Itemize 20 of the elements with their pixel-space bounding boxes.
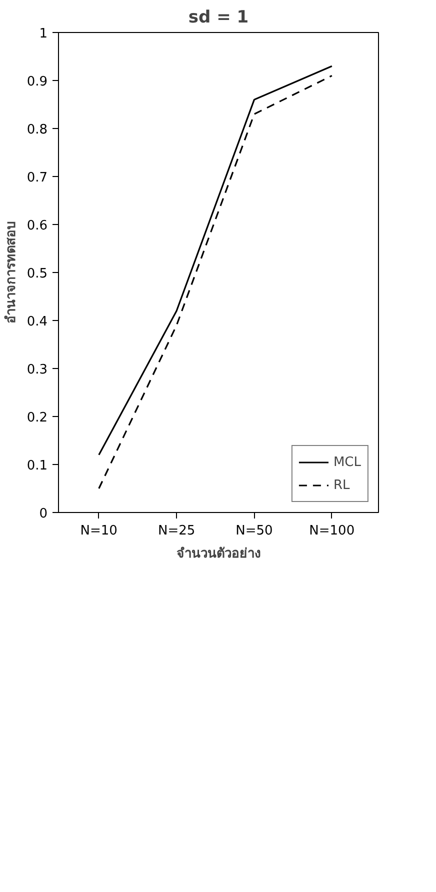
y-tick-label: 0	[39, 506, 48, 522]
x-tick-label: N=25	[158, 524, 196, 538]
chart-title: sd = 1	[188, 8, 249, 28]
y-tick-label: 0.9	[26, 74, 48, 90]
y-tick-label: 0.4	[26, 314, 48, 330]
y-tick-label: 0.1	[26, 458, 48, 474]
x-axis-title: จำนวนตัวอย่าง	[176, 546, 260, 562]
legend-label: RL	[333, 478, 351, 492]
y-tick-label: 0.8	[26, 122, 48, 138]
y-tick-label: 0.6	[26, 218, 48, 234]
y-tick-label: 0.3	[26, 362, 48, 378]
y-tick-label: 0.5	[26, 266, 48, 282]
legend-label: MCL	[333, 454, 361, 470]
y-axis-title: อำนาจการทดสอบ	[2, 222, 19, 324]
x-tick-label: N=10	[80, 524, 118, 538]
x-tick-label: N=100	[309, 524, 355, 538]
y-tick-label: 0.2	[26, 410, 48, 426]
y-tick-label: 1	[39, 26, 48, 42]
x-tick-label: N=50	[236, 524, 273, 538]
y-tick-label: 0.7	[26, 170, 48, 186]
